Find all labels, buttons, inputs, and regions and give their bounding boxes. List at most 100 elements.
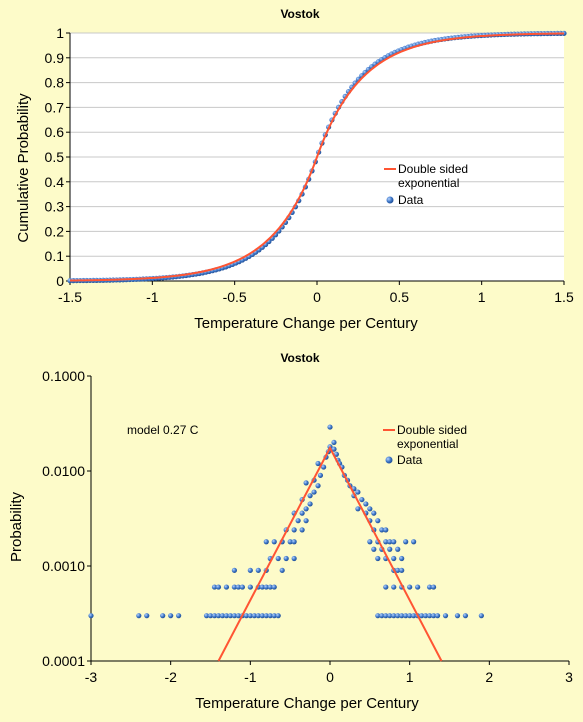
pdf-y-tick-label: 0.0100 (42, 463, 85, 479)
cdf-title: Vostok (280, 7, 319, 21)
pdf-data-point (263, 539, 269, 545)
pdf-legend-fit-label-2: exponential (397, 437, 458, 451)
pdf-data-point (391, 555, 397, 562)
pdf-data-point (239, 584, 245, 590)
pdf-data-point (387, 539, 393, 545)
pdf-data-point (379, 613, 385, 619)
pdf-data-point (176, 613, 182, 619)
pdf-data-point (359, 496, 365, 503)
cdf-y-tick-label: 0.5 (45, 149, 65, 165)
cdf-x-tick-label: 1.5 (554, 289, 574, 305)
pdf-data-point (271, 584, 277, 590)
pdf-x-axis-label: Temperature Change per Century (195, 695, 419, 712)
pdf-data-point (315, 460, 321, 467)
cdf-y-tick-label: 1 (56, 25, 64, 41)
pdf-data-point (235, 584, 241, 590)
pdf-data-markers (88, 424, 484, 619)
pdf-data-point (395, 567, 401, 573)
pdf-data-point (267, 613, 273, 619)
pdf-data-point (423, 613, 429, 619)
pdf-x-tick-label: 0 (326, 669, 334, 685)
pdf-data-point (371, 546, 377, 552)
pdf-data-point (251, 613, 257, 619)
pdf-data-point (415, 584, 421, 590)
pdf-x-tick-label: 3 (565, 669, 573, 685)
pdf-y-tick-label: 0.0001 (42, 653, 85, 669)
pdf-data-point (355, 506, 361, 512)
pdf-data-point (411, 613, 417, 619)
pdf-legend: Double sided exponential Data (383, 423, 467, 467)
cdf-x-tick-label: 1 (478, 289, 486, 305)
pdf-data-point (426, 613, 433, 619)
cdf-chart: Vostok 0 0.1 0.2 0.3 0.4 0.5 0.6 0.7 0.8 0.9 1 -1.… (15, 7, 574, 332)
pdf-legend-marker-swatch (385, 456, 393, 464)
pdf-data-point (383, 539, 389, 545)
pdf-data-point (375, 518, 381, 524)
pdf-data-point (291, 555, 297, 562)
pdf-data-point (375, 555, 381, 562)
pdf-x-tick-label: 1 (406, 669, 414, 685)
pdf-data-point (223, 613, 230, 619)
cdf-y-tick-label: 0.9 (45, 50, 65, 66)
pdf-data-point (303, 506, 309, 512)
pdf-data-point (235, 613, 241, 619)
pdf-data-point (215, 613, 222, 619)
pdf-data-point (307, 501, 313, 507)
pdf-data-point (291, 539, 297, 545)
pdf-data-point (391, 584, 397, 590)
pdf-data-point (227, 613, 234, 619)
pdf-data-point (430, 613, 437, 619)
pdf-data-point (259, 613, 265, 619)
pdf-data-point (160, 613, 166, 619)
pdf-data-point (299, 510, 305, 516)
pdf-data-point (478, 613, 484, 619)
cdf-y-tick-label: 0.6 (45, 124, 65, 140)
pdf-data-point (255, 613, 261, 619)
pdf-data-point (303, 480, 309, 486)
pdf-data-point (383, 527, 389, 533)
cdf-x-tick-label: 0 (313, 289, 321, 305)
pdf-data-point (355, 489, 361, 495)
pdf-data-point (247, 567, 253, 573)
cdf-y-tick-label: 0.1 (45, 248, 65, 264)
cdf-x-tick-label: -0.5 (223, 289, 247, 305)
pdf-data-point (399, 613, 405, 619)
pdf-data-point (203, 613, 210, 619)
cdf-fit-line (69, 32, 565, 282)
pdf-data-point (136, 613, 142, 619)
pdf-data-point (303, 518, 309, 524)
pdf-x-tick-labels: -3 -2 -1 0 1 2 3 (85, 661, 573, 685)
pdf-data-point (267, 584, 273, 590)
pdf-data-point (363, 501, 369, 507)
pdf-data-point (317, 472, 324, 478)
pdf-data-point (434, 613, 441, 619)
pdf-data-point (419, 613, 425, 619)
cdf-x-tick-label: -1 (146, 289, 159, 305)
pdf-data-point (88, 613, 94, 619)
pdf-data-point (207, 613, 214, 619)
cdf-y-tick-label: 0.2 (45, 223, 65, 239)
pdf-data-point (231, 584, 237, 590)
cdf-y-tick-label: 0.8 (45, 75, 65, 91)
pdf-data-point (411, 539, 417, 545)
pdf-chart: Vostok 0.0001 0.0010 0.0100 0.1000 -3 -2 -1 0 1… (8, 351, 573, 712)
pdf-x-tick-label: -2 (164, 669, 177, 685)
pdf-data-point (331, 446, 337, 452)
pdf-data-point (426, 584, 433, 590)
pdf-data-point (255, 567, 261, 573)
pdf-data-point (387, 613, 393, 619)
pdf-data-point (263, 584, 269, 590)
pdf-data-point (231, 567, 237, 573)
pdf-data-point (430, 584, 437, 590)
pdf-data-point (367, 539, 373, 545)
pdf-data-point (371, 510, 377, 516)
cdf-legend-fit-label-1: Double sided (398, 162, 468, 176)
pdf-data-point (168, 613, 174, 619)
pdf-data-point (247, 613, 253, 619)
pdf-data-point (271, 613, 277, 619)
pdf-data-point (383, 613, 389, 619)
pdf-y-axis-label: Probability (8, 491, 25, 562)
pdf-data-point (391, 539, 397, 545)
pdf-data-point (387, 546, 393, 552)
